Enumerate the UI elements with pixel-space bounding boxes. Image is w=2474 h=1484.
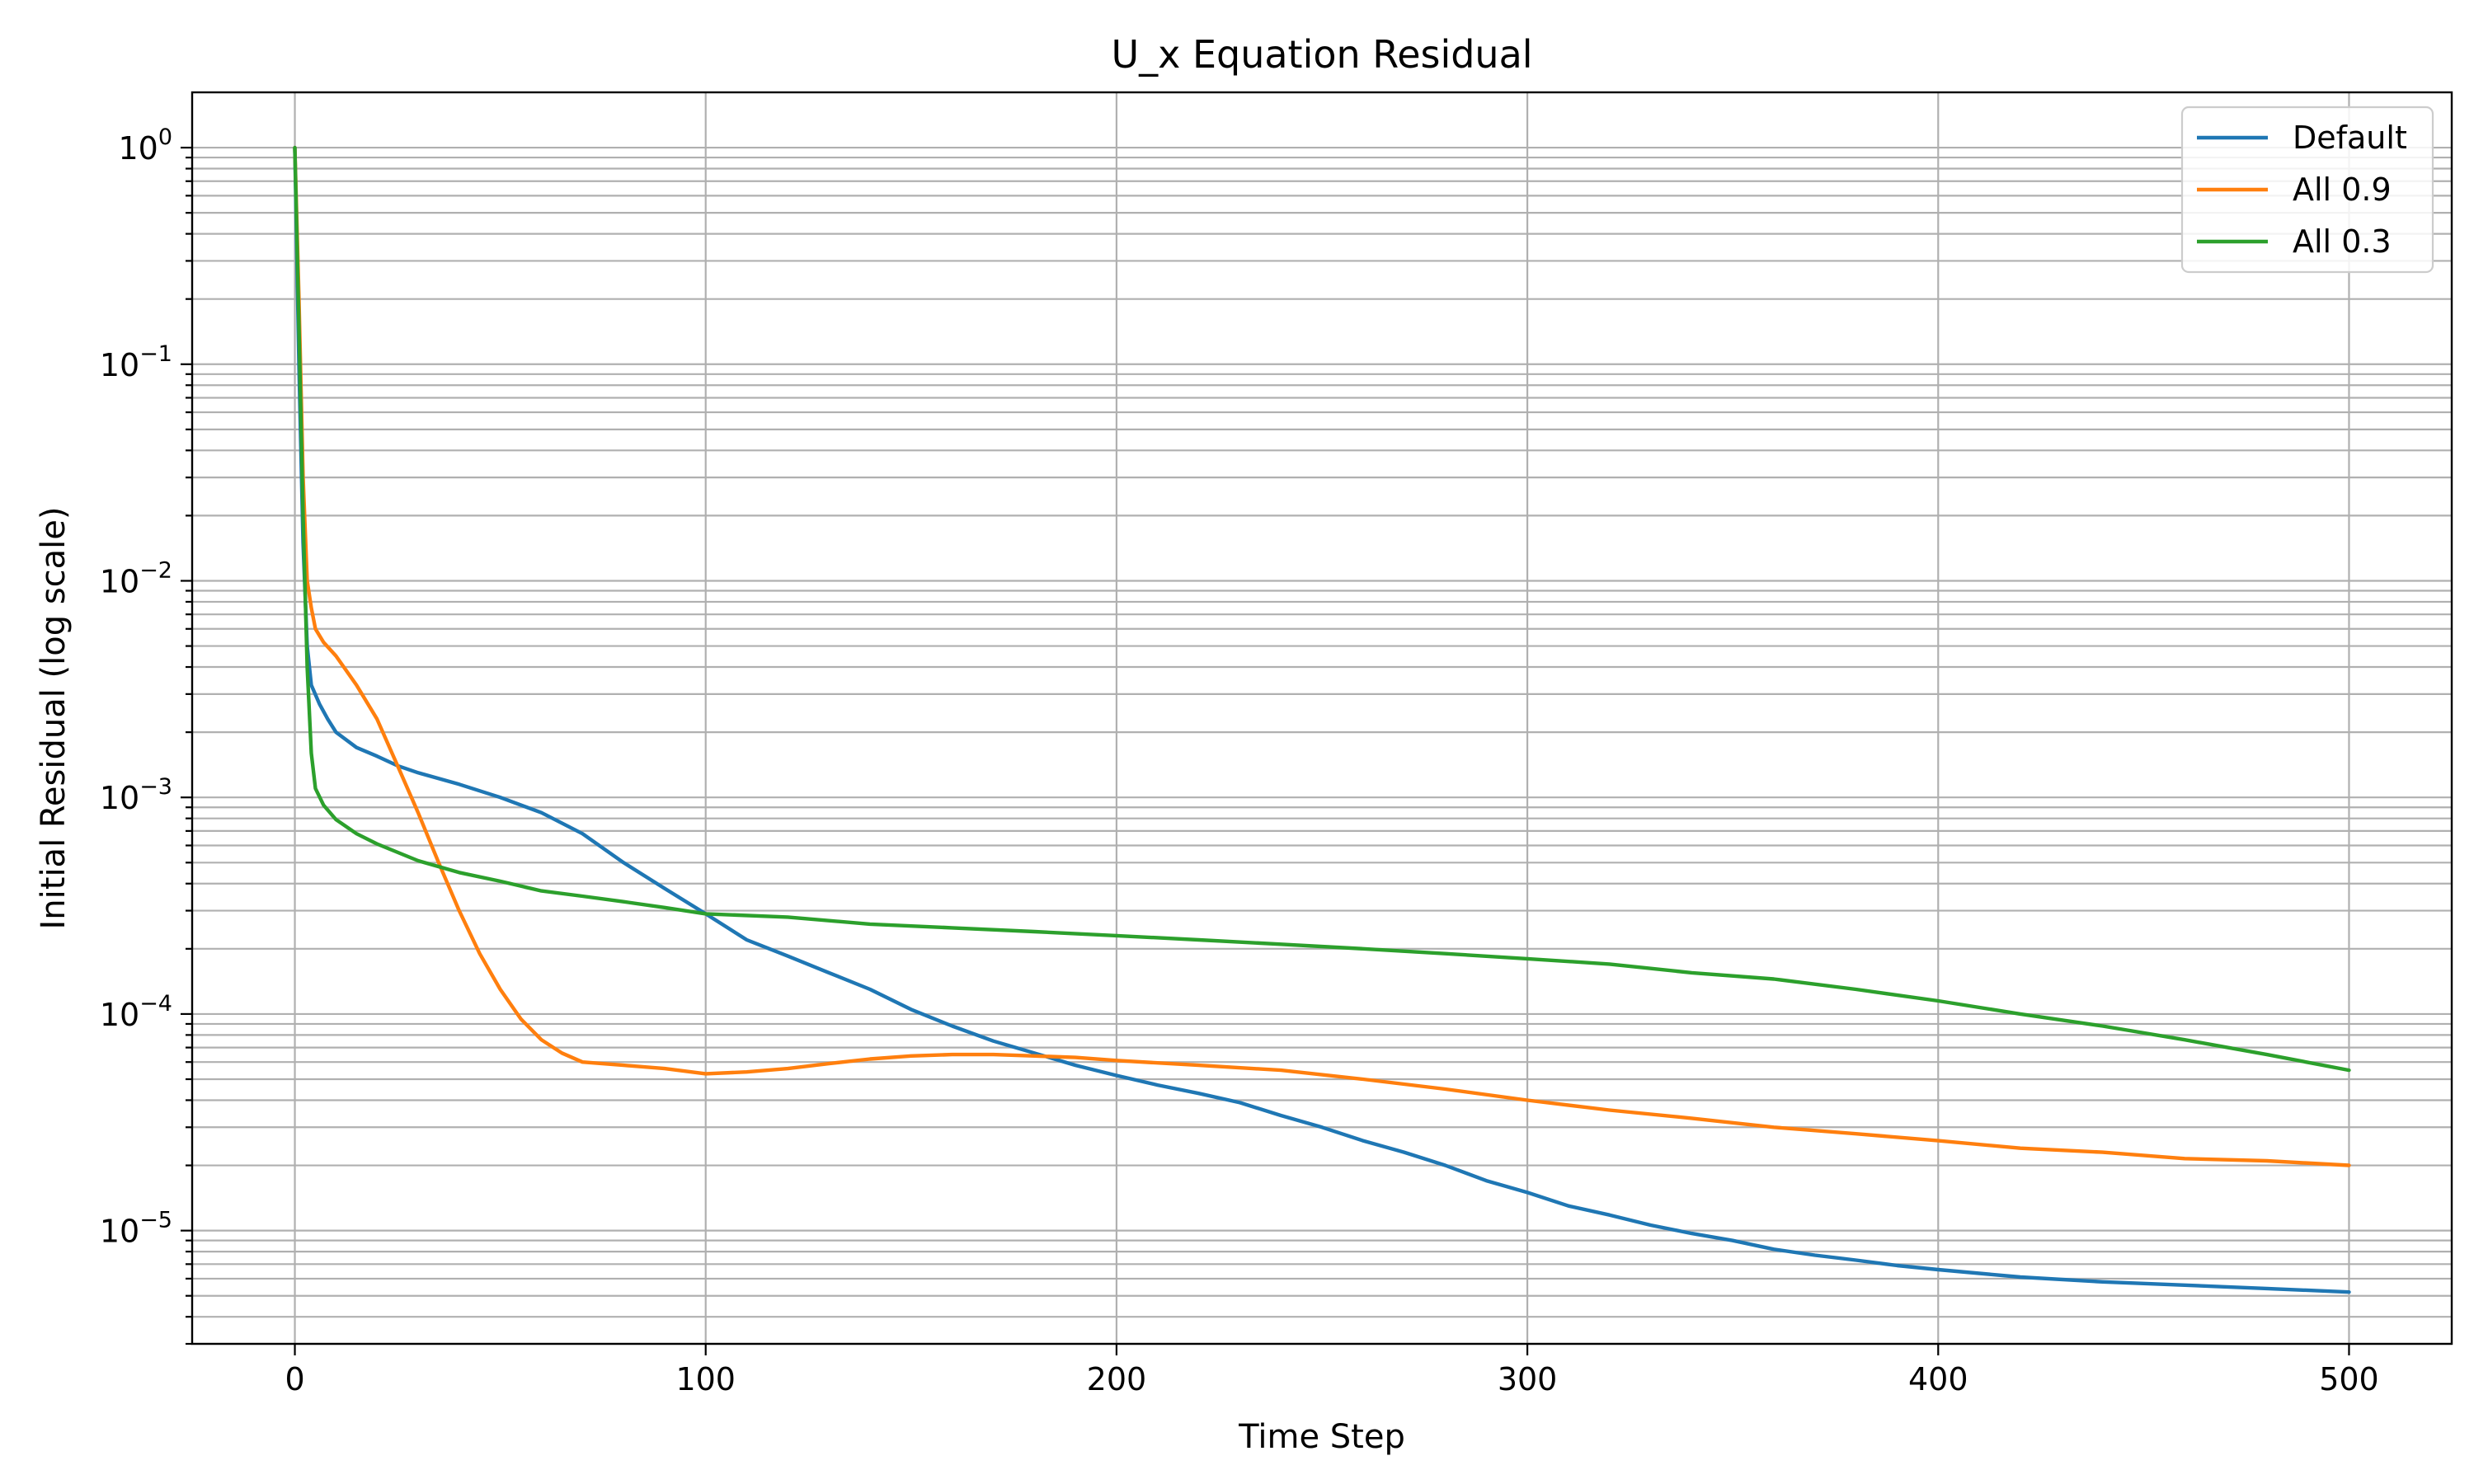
legend: Default All 0.9 All 0.3 bbox=[2180, 106, 2434, 274]
plot-area-frame bbox=[190, 91, 2453, 1345]
x-tick-label: 100 bbox=[675, 1361, 736, 1397]
y-tick-label: 10−4 bbox=[100, 991, 172, 1033]
x-axis-ticks: 0 100 200 300 400 500 bbox=[285, 1344, 2379, 1397]
legend-box bbox=[2180, 106, 2434, 274]
y-axis-ticks: 10−5 10−4 10−3 10−2 10−1 100 bbox=[100, 124, 192, 1345]
x-tick-label: 200 bbox=[1087, 1361, 1147, 1397]
series-line-all-0-9 bbox=[293, 145, 2351, 1167]
legend-label-default: Default bbox=[2293, 120, 2407, 156]
y-axis-label: Initial Residual (log scale) bbox=[35, 506, 73, 929]
series-layer bbox=[293, 145, 2351, 1294]
x-tick-label: 500 bbox=[2319, 1361, 2379, 1397]
x-axis-label: Time Step bbox=[1238, 1418, 1405, 1456]
y-tick-label: 100 bbox=[118, 124, 172, 167]
y-tick-label: 10−2 bbox=[100, 557, 172, 599]
y-tick-label: 10−5 bbox=[100, 1208, 172, 1250]
chart-title: U_x Equation Residual bbox=[1111, 32, 1532, 77]
y-tick-label: 10−1 bbox=[100, 341, 172, 383]
series-line-all-0-3 bbox=[293, 145, 2351, 1073]
series-line-default bbox=[293, 145, 2351, 1294]
y-tick-label: 10−3 bbox=[100, 774, 172, 816]
legend-label-all-0-9: All 0.9 bbox=[2293, 171, 2392, 208]
x-tick-label: 300 bbox=[1498, 1361, 1558, 1397]
x-tick-label: 400 bbox=[1908, 1361, 1968, 1397]
legend-label-all-0-3: All 0.3 bbox=[2293, 223, 2392, 260]
x-tick-label: 0 bbox=[285, 1361, 304, 1397]
grid-lines bbox=[192, 92, 2452, 1345]
